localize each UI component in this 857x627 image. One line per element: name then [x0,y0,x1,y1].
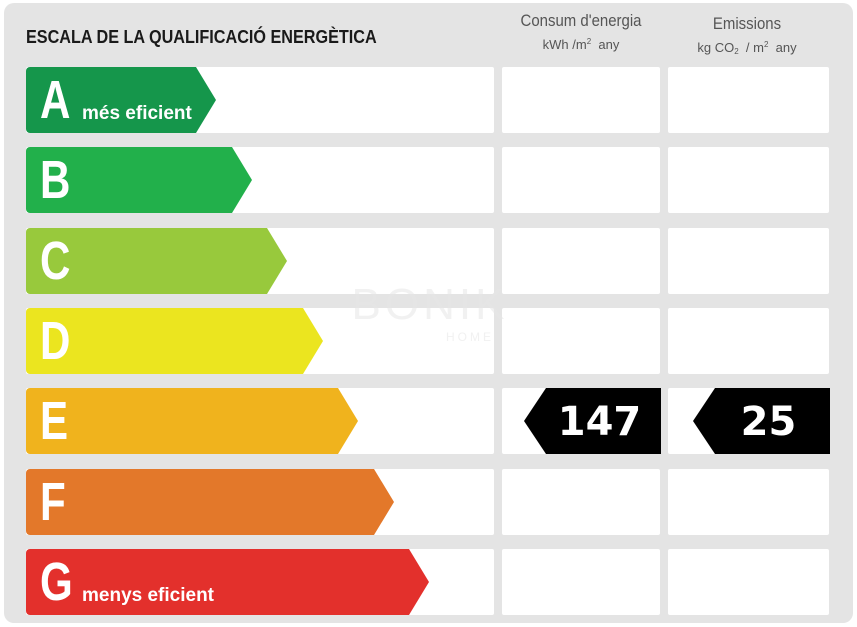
rating-letter: G [40,552,73,612]
emissions-value-text: 25 [740,399,797,445]
rating-letter: F [40,472,66,532]
rating-arrow-b: B [26,147,252,213]
energy-cell-c [502,228,660,294]
rating-label: més eficient [82,103,192,124]
emissions-cell-b [668,147,829,213]
rating-arrow-d: D [26,308,323,374]
rating-letter: C [40,231,71,291]
energy-cell-b [502,147,660,213]
rating-arrow-f: F [26,469,394,535]
energy-cell-d [502,308,660,374]
rating-arrow-e: E [26,388,358,454]
emissions-cell-g [668,549,829,615]
energy-cell-g [502,549,660,615]
energy-column-title: Consum d'energia [520,11,642,30]
energy-cell-a [502,67,660,133]
energy-column-unit: kWh /m2 any [542,37,620,52]
rating-letter: D [40,311,71,371]
emissions-cell-a [668,67,829,133]
energy-value-text: 147 [557,399,642,445]
emissions-cell-f [668,469,829,535]
scale-title: ESCALA DE LA QUALIFICACIÓ ENERGÈTICA [26,27,377,47]
emissions-value-badge: 25 [693,388,830,454]
emissions-column-unit: kg CO2 / m2 any [697,40,797,56]
emissions-column-title: Emissions [712,14,782,33]
rating-letter: E [40,391,69,451]
energy-value-badge: 147 [524,388,661,454]
energy-column-header: Consum d'energia kWh /m2 any [500,11,662,52]
emissions-cell-d [668,308,829,374]
rating-letter: A [40,70,71,130]
rating-arrow-c: C [26,228,287,294]
emissions-cell-c [668,228,829,294]
emissions-column-header: Emissions kg CO2 / m2 any [666,14,828,56]
watermark: BONIK HOME [351,280,509,344]
energy-cell-f [502,469,660,535]
rating-label: menys eficient [82,585,214,606]
rating-letter: B [40,150,71,210]
